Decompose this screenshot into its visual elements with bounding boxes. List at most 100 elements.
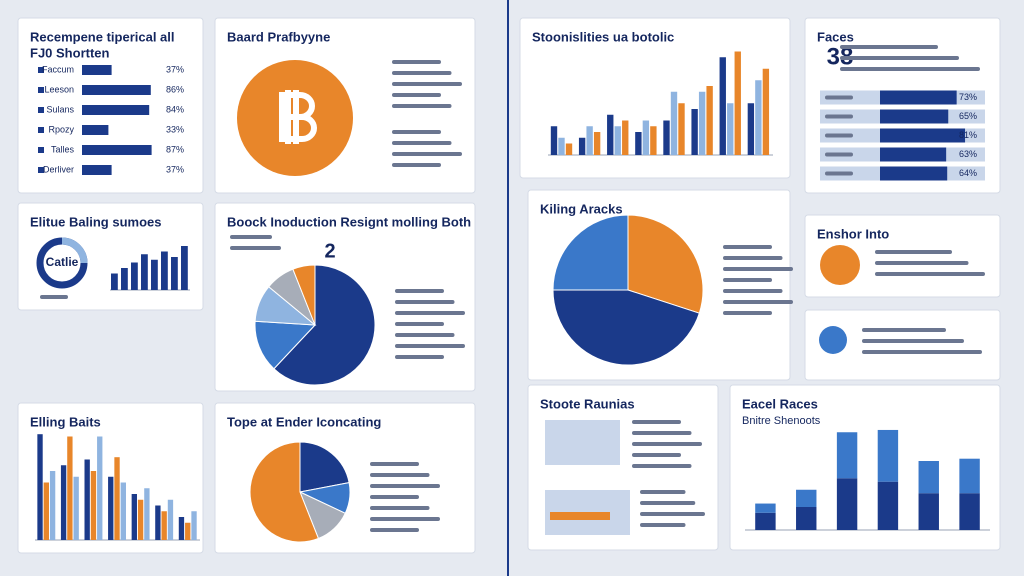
text-line (395, 311, 465, 315)
bar (670, 91, 678, 155)
panel-title: Elling Baits (30, 414, 101, 429)
coin-symbol (279, 90, 317, 144)
bar (181, 246, 188, 290)
bar (151, 259, 158, 290)
panel-title: Baard Prafbyyne (227, 29, 330, 44)
text-line (370, 495, 419, 499)
text-line (825, 152, 853, 157)
bar (607, 114, 614, 155)
bar (161, 511, 167, 540)
bar (762, 68, 770, 155)
panel-title: Enshor Into (817, 226, 889, 241)
panel (804, 309, 1001, 381)
bar (114, 457, 120, 540)
bar-segment (796, 489, 817, 507)
bar (719, 57, 726, 155)
value-label: 84% (166, 104, 184, 114)
bar (635, 132, 642, 155)
bar (73, 476, 79, 540)
bar (663, 120, 670, 155)
bar-segment (959, 493, 980, 530)
bar (120, 482, 126, 540)
bar (121, 268, 128, 290)
bar (586, 126, 593, 155)
panel-subtitle: Bnitre Shenoots (742, 415, 821, 427)
text-line (392, 141, 452, 145)
text-line (392, 82, 462, 86)
annotation: 2 (324, 240, 335, 262)
text-line (632, 420, 681, 424)
text-line (370, 462, 419, 466)
text-line (825, 133, 853, 138)
bar (90, 471, 97, 540)
text-line (723, 289, 783, 293)
pie-slice (273, 264, 376, 386)
annotation: Catlie (46, 255, 79, 269)
bar-segment (918, 493, 939, 530)
legend-swatch (38, 87, 44, 93)
value-label: 86% (166, 84, 184, 94)
bar (60, 465, 67, 540)
text-line (392, 71, 452, 75)
text-line (632, 431, 692, 435)
bar (550, 126, 558, 155)
text-line (862, 328, 946, 332)
legend-swatch (38, 127, 44, 133)
bar (698, 91, 706, 155)
text-line (395, 322, 444, 326)
text-line (723, 311, 772, 315)
value-label: 37% (166, 164, 184, 174)
text-line (395, 344, 465, 348)
bar (691, 109, 698, 155)
text-line (370, 506, 430, 510)
legend-swatch (38, 147, 44, 153)
text-line (875, 250, 952, 254)
bar (171, 257, 178, 290)
value-label: 37% (166, 64, 184, 74)
pie-slice (254, 320, 317, 370)
text-line (640, 512, 705, 516)
progress-bar (880, 90, 957, 105)
bar (558, 137, 565, 155)
progress-bar (880, 166, 948, 181)
bar (614, 126, 621, 155)
progress-bar (880, 128, 966, 143)
legend-swatch (38, 67, 44, 73)
bar (82, 125, 109, 135)
category-label: Faccum (42, 64, 74, 74)
bar-segment (877, 429, 899, 482)
text-line (840, 45, 938, 49)
bar (622, 120, 629, 155)
text-line (723, 300, 793, 304)
legend-swatch (38, 167, 44, 173)
value-label: 81% (959, 130, 977, 140)
pie-slice (299, 441, 350, 493)
category-label: Derliver (43, 164, 74, 174)
category-label: Leeson (44, 84, 74, 94)
legend-swatch (38, 107, 44, 113)
bar (565, 143, 573, 155)
text-line (392, 93, 441, 97)
bar (678, 103, 685, 155)
bar (191, 511, 197, 540)
text-line (825, 171, 853, 176)
category-label: Rpozy (48, 124, 74, 134)
text-line (395, 300, 455, 304)
bar (67, 436, 73, 540)
bar (178, 517, 185, 540)
panel-title: Elitue Baling sumoes (30, 214, 161, 229)
text-line (370, 517, 440, 521)
bar-segment (796, 507, 817, 530)
text-line (370, 528, 419, 532)
text-line (392, 130, 441, 134)
value-label: 73% (959, 92, 977, 102)
text-line (723, 245, 772, 249)
bar (82, 65, 112, 75)
bar (141, 254, 148, 290)
text-line (840, 67, 980, 71)
panel-title: Tope at Ender Iconcating (227, 414, 381, 429)
text-line (370, 473, 430, 477)
bar (137, 499, 144, 540)
bar (97, 436, 103, 540)
